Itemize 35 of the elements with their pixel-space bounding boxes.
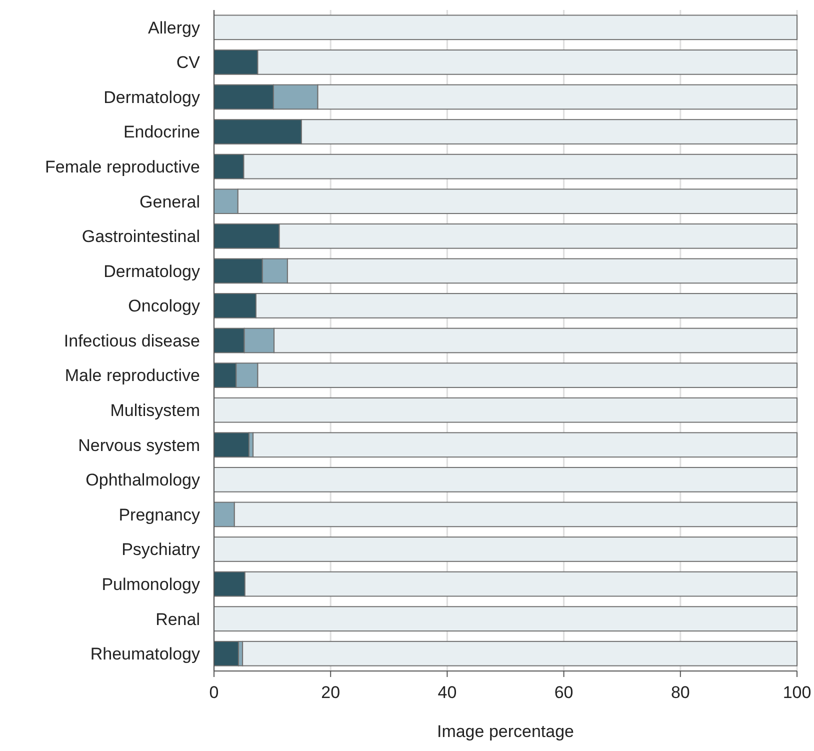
y-tick-label: Dermatology <box>104 88 200 107</box>
x-tick-label: 80 <box>670 683 690 702</box>
x-tick-label: 100 <box>782 683 812 702</box>
x-tick-label: 60 <box>554 683 574 702</box>
bar <box>214 397 798 423</box>
y-tick-label: Male reproductive <box>64 366 200 386</box>
y-tick-label: Ophthalmology <box>86 470 200 490</box>
x-tick-label: 0 <box>209 683 219 702</box>
y-tick-label: General <box>140 192 200 212</box>
y-tick-label: Pulmonology <box>102 574 200 594</box>
y-tick-label: Nervous system <box>78 436 200 455</box>
y-tick-label: Endocrine <box>123 122 200 142</box>
y-tick-label: Renal <box>156 610 200 629</box>
x-tick-label: 20 <box>321 683 340 702</box>
bar <box>214 432 250 458</box>
bar <box>214 14 798 40</box>
y-tick-label: Psychiatry <box>122 540 200 560</box>
y-tick-label: Oncology <box>128 296 200 316</box>
y-tick-label: Multisystem <box>110 401 200 420</box>
y-tick-label: Pregnancy <box>118 505 200 524</box>
x-axis-title: Image percentage <box>436 722 574 741</box>
bar <box>214 606 798 632</box>
bar <box>214 466 798 492</box>
bar <box>214 640 239 666</box>
bar <box>252 432 798 458</box>
y-tick-label: Rheumatology <box>90 644 200 664</box>
y-tick-label: Dermatology <box>104 262 200 281</box>
y-tick-label: Gastrointestinal <box>82 227 200 246</box>
y-tick-label: Allergy <box>148 18 200 38</box>
y-tick-label: Infectious disease <box>64 331 200 350</box>
x-tick-label: 40 <box>438 683 457 702</box>
bar <box>214 536 798 562</box>
y-tick-label: Female reproductive <box>45 158 200 177</box>
y-tick-label: CV <box>176 53 201 72</box>
bar <box>242 640 798 666</box>
